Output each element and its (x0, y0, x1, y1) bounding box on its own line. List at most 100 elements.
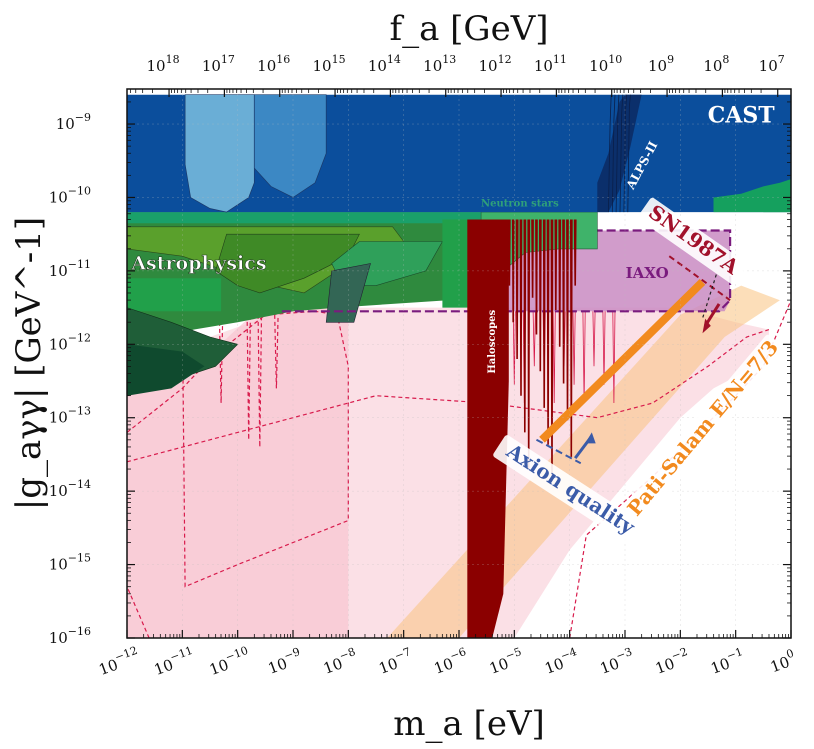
x-tick-exponent: 0 (785, 647, 796, 662)
projection-spike (572, 311, 576, 385)
projection-spike (274, 314, 279, 389)
x-tick-label: 10−4 (541, 645, 582, 678)
haloscope-spike (546, 219, 550, 445)
haloscope-spike (566, 219, 569, 421)
top-tick-label: 108 (703, 53, 729, 75)
haloscope-spike (554, 219, 558, 311)
x-tick-exponent: −3 (614, 645, 634, 663)
x-tick-exponent: −9 (282, 645, 302, 663)
x-tick-label: 10−11 (150, 644, 197, 679)
label-pati-salam-box (622, 334, 787, 524)
x-tick-exponent: −1 (725, 645, 745, 663)
projection-spike (612, 311, 616, 404)
x-tick-label: 10−1 (707, 645, 748, 678)
haloscope-spike (515, 219, 519, 360)
haloscope-spike (550, 219, 554, 482)
y-tick-exponent: −11 (68, 258, 91, 271)
top-axis-title: f_a [GeV] (389, 9, 548, 49)
projection-spike (257, 314, 263, 448)
haloscope-spike (538, 219, 542, 372)
haloscope-spike (519, 219, 523, 396)
top-tick-label: 1018 (147, 53, 180, 75)
y-tick-exponent: −15 (68, 552, 91, 565)
astro-region-grey (325, 263, 371, 323)
haloscope-spike (511, 219, 515, 323)
top-tick-exponent: 7 (778, 53, 785, 66)
x-tick-exponent: −6 (448, 645, 468, 663)
axion-quality-arrowhead (585, 432, 596, 444)
top-tick-exponent: 10 (608, 53, 622, 66)
y-tick-exponent: −14 (68, 478, 91, 491)
alps-line (623, 94, 628, 213)
y-tick-label: 10−16 (49, 625, 91, 647)
top-axis: 1018 1017 1016 1015 1014 1013 1012 1011 1010 109 1… (129, 53, 785, 97)
top-tick-exponent: 17 (221, 53, 235, 66)
top-tick-label: 1017 (202, 53, 235, 75)
projection-spike (532, 311, 536, 367)
top-tick-label: 107 (759, 53, 785, 75)
y-tick-label: 10−9 (56, 111, 91, 133)
top-tick-exponent: 15 (332, 53, 346, 66)
y-tick-label: 10−10 (49, 184, 91, 206)
top-tick-label: 1014 (368, 53, 401, 75)
x-tick-label: 10−9 (264, 645, 305, 678)
top-tick-exponent: 8 (722, 53, 729, 66)
x-tick-label: 10−6 (430, 645, 471, 678)
alps-ii-region (597, 94, 642, 213)
cast-light-lobe-2 (253, 94, 327, 198)
haloscope-spike (562, 219, 565, 384)
alps-line (619, 94, 624, 213)
pati-salam-line (539, 279, 706, 443)
x-tick-exponent: −8 (338, 645, 358, 663)
x-tick-label: 10−10 (206, 644, 253, 679)
y-tick-exponent: −12 (68, 331, 91, 344)
top-tick-label: 1010 (589, 53, 622, 75)
haloscope-spike (569, 219, 573, 457)
cast-right-green-top (713, 179, 791, 213)
projection-contour-3 (127, 586, 150, 638)
alps-line (615, 94, 620, 213)
label-sn1987a-box (637, 197, 748, 285)
y-tick-label: 10−15 (49, 552, 91, 574)
x-tick-exponent: −11 (168, 644, 194, 664)
top-tick-label: 1013 (423, 53, 456, 75)
astro-band-bright (127, 278, 222, 312)
haloscope-spike (558, 219, 562, 347)
axion-quality-line (535, 438, 582, 465)
label-neutron-stars: Neutron stars (481, 198, 559, 209)
cast-light-lobe-1 (184, 94, 255, 213)
astro-band-top (127, 212, 482, 224)
top-tick-exponent: 18 (166, 53, 180, 66)
x-tick-label: 10−7 (375, 645, 416, 678)
y-tick-label: 10−13 (49, 405, 91, 427)
alps-line (611, 94, 616, 213)
y-tick-label: 10−14 (49, 478, 91, 500)
label-iaxo: IAXO (626, 264, 669, 282)
astro-region-darkest (127, 344, 205, 396)
sn1987a-arrowhead (702, 318, 711, 334)
haloscope-spike (535, 219, 538, 335)
y-tick-label: 10−12 (49, 331, 91, 353)
top-tick-label: 1015 (313, 53, 346, 75)
y-axis-title: |g_aγγ| [GeV^-1] (9, 217, 49, 510)
alps-line (608, 94, 612, 213)
y-tick-exponent: −13 (68, 405, 91, 418)
label-haloscopes: Haloscopes (487, 310, 498, 374)
haloscopes-region (467, 219, 509, 638)
x-tick-label: 10−2 (652, 645, 693, 678)
haloscope-spike (573, 219, 577, 286)
top-tick-exponent: 16 (276, 53, 290, 66)
x-tick-exponent: −10 (224, 644, 250, 664)
alps-line (627, 94, 631, 213)
top-tick-label: 1011 (534, 53, 567, 75)
iaxo-contour (281, 229, 732, 313)
astro-region-mid (215, 233, 360, 294)
x-tick-exponent: −7 (393, 645, 413, 663)
y-tick-exponent: −9 (75, 111, 91, 124)
y-tick-label: 10−11 (49, 258, 91, 280)
projection-spike (602, 311, 606, 385)
x-tick-exponent: −2 (670, 645, 690, 663)
top-tick-exponent: 14 (387, 53, 401, 66)
